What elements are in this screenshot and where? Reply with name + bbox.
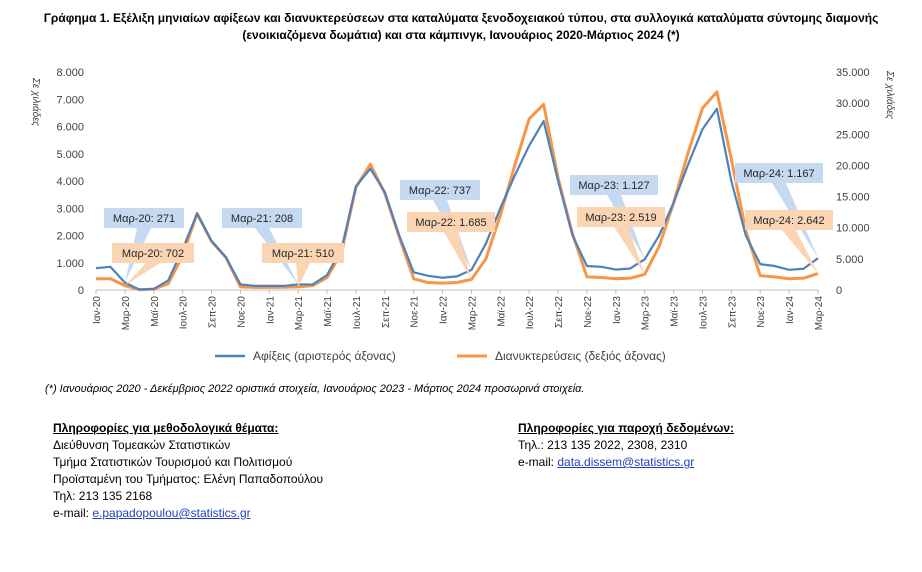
data-provision-info: Πληροφορίες για παροχή δεδομένων: Τηλ.: … [518,420,734,471]
overnight-callout-label: Μαρ-20: 702 [122,248,184,260]
overnight-callout-label: Μαρ-23: 2.519 [585,212,656,224]
series-line-arrivals [95,107,819,291]
x-axis-tick-label: Μαρ-23 [641,296,652,331]
methodology-line-1: Διεύθυνση Τομεακών Στατιστικών [53,438,231,452]
x-axis-tick-label: Μαϊ-20 [150,296,161,327]
arrivals-callout-label: Μαρ-21: 208 [231,213,293,225]
methodology-info: Πληροφορίες για μεθοδολογικά θέματα: Διε… [53,420,323,522]
x-axis-tick-label: Νοε-23 [756,296,767,328]
x-axis-tick-label: Σεπ-21 [381,296,392,328]
x-axis-tick-label: Μαρ-21 [294,296,305,331]
overnight-callout-box [577,207,665,227]
right-axis-tick-label: 5.000 [836,254,864,266]
arrivals-callout-label: Μαρ-20: 271 [113,213,175,225]
right-axis-tick-label: 0 [836,285,842,297]
x-axis-tick-label: Ιουλ-23 [698,296,709,330]
right-axis-tick-label: 30.000 [836,98,870,110]
methodology-line-4: Τηλ: 213 135 2168 [53,489,153,503]
x-axis-tick-label: Νοε-22 [583,296,594,328]
right-axis-tick-label: 35.000 [836,67,870,79]
methodology-header: Πληροφορίες για μεθοδολογικά θέματα: [53,421,279,435]
overnight-callout-box [112,243,194,263]
right-axis-title: Σε χιλιάδες [884,70,896,119]
arrivals-callout-box [222,208,302,228]
left-axis-title: Σε χιλιάδες [30,77,42,126]
methodology-line-3: Προϊσταμένη του Τμήματος: Ελένη Παπαδοπο… [53,472,324,486]
arrivals-callout-label: Μαρ-22: 737 [409,185,471,197]
arrivals-callout-box [735,163,823,183]
arrivals-callout-box [400,180,480,200]
overnight-callout-label: Μαρ-24: 2.642 [753,215,824,227]
arrivals-callout-box [104,208,184,228]
left-axis-tick-label: 4.000 [56,176,84,188]
overnight-callout-box [262,243,344,263]
chart: 0 1.000 2.000 3.000 4.000 5.000 6.000 7.000 8.00… [30,67,896,363]
x-axis-tick-label: Σεπ-20 [208,296,219,328]
methodology-line-2: Τμήμα Στατιστικών Τουρισμού και Πολιτισμ… [53,455,293,469]
x-axis-tick-label: Μαρ-20 [121,296,132,331]
overnight-callout-pointer [124,263,160,286]
arrivals-callout-box [570,175,658,195]
overnight-callout-box [407,212,495,232]
overnight-callout-pointer [614,227,645,275]
left-axis-tick-label: 1.000 [56,258,84,270]
x-axis-tick-label: Νοε-20 [236,296,247,328]
x-axis-tick-label: Σεπ-23 [727,296,738,328]
legend-label-arrivals: Αφίξεις (αριστερός άξονας) [253,349,396,363]
x-axis-tick-label: Ιουλ-20 [179,296,190,330]
x-axis-tick-label: Μαϊ-22 [496,296,507,327]
right-axis-tick-label: 15.000 [836,192,870,204]
data-provision-line-1: Τηλ.: 213 135 2022, 2308, 2310 [518,438,688,452]
overnight-callout-pointer [444,232,472,280]
footnote: (*) Ιανουάριος 2020 - Δεκέμβριος 2022 ορ… [45,383,585,395]
methodology-email-link[interactable]: e.papadopoulou@statistics.gr [92,506,251,520]
overnight-callout-label: Μαρ-21: 510 [272,248,334,260]
data-provision-email-row: e-mail: data.dissem@statistics.gr [518,454,734,471]
x-axis-tick-label: Ιουλ-21 [352,296,363,330]
left-axis-tick-label: 8.000 [56,67,84,79]
arrivals-callout-label: Μαρ-23: 1.127 [578,180,649,192]
x-axis-tick-label: Νοε-21 [410,296,421,328]
right-axis-tick-label: 20.000 [836,160,870,172]
x-axis-tick-label: Σεπ-22 [554,296,565,328]
chart-title: Γράφημα 1. Εξέλιξη μηνιαίων αφίξεων και … [43,11,879,42]
left-axis-tick-label: 3.000 [56,203,84,215]
data-provision-email-link[interactable]: data.dissem@statistics.gr [557,455,695,469]
arrivals-callout-label: Μαρ-24: 1.167 [743,168,814,180]
x-axis-tick-label: Μαϊ-23 [670,296,681,327]
left-axis-tick-label: 6.000 [56,122,84,134]
methodology-email-label: e-mail: [53,506,93,520]
data-provision-header: Πληροφορίες για παροχή δεδομένων: [518,421,735,435]
x-axis-tick-label: Ιαν-23 [612,296,623,324]
x-axis-tick-label: Ιαν-21 [265,296,276,324]
x-axis-tick-label: Ιαν-24 [785,296,796,324]
x-axis-tick-label: Μαϊ-21 [323,296,334,327]
overnight-callout-pointer [782,230,818,274]
x-axis-tick-label: Ιουλ-22 [525,296,536,330]
overnight-callout-label: Μαρ-22: 1.685 [415,217,486,229]
x-axis-tick-label: Ιαν-20 [92,296,103,324]
overnight-callout-pointer [296,263,310,287]
right-axis-tick-label: 10.000 [836,223,870,235]
left-axis-tick-label: 0 [78,285,84,297]
legend-label-overnight-stays: Διανυκτερεύσεις (δεξιός άξονας) [495,349,666,363]
right-axis-tick-label: 25.000 [836,129,870,141]
x-axis-tick-label: Ιαν-22 [439,296,450,324]
left-axis-tick-label: 7.000 [56,94,84,106]
x-axis-tick-label: Μαρ-22 [467,296,478,331]
left-axis-tick-label: 2.000 [56,231,84,243]
left-axis-tick-label: 5.000 [56,149,84,161]
data-provision-email-label: e-mail: [518,455,558,469]
arrivals-callout-pointer [124,228,151,283]
methodology-email-row: e-mail: e.papadopoulou@statistics.gr [53,505,323,522]
x-axis-tick-label: Μαρ-24 [814,296,825,331]
overnight-callout-box [745,210,833,230]
